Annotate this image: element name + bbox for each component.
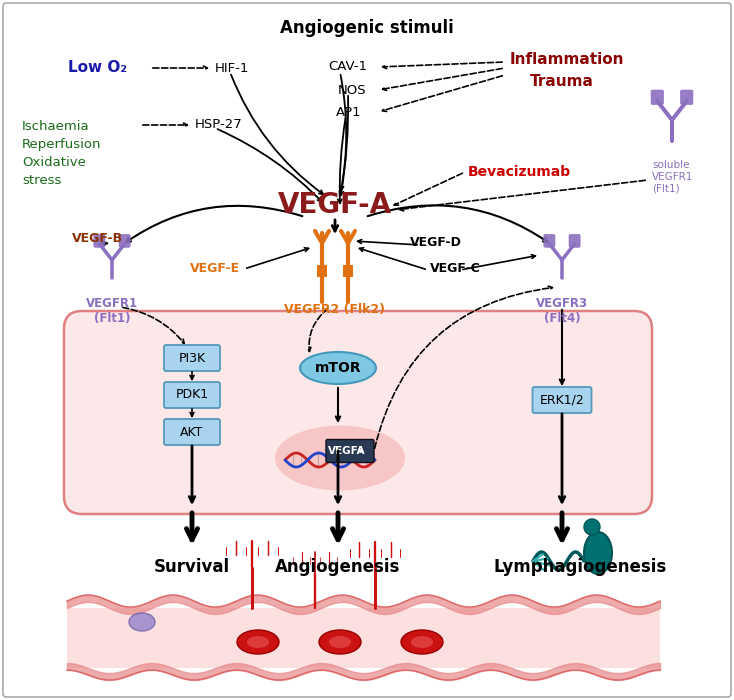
Ellipse shape [411,636,433,648]
Ellipse shape [237,630,279,654]
FancyBboxPatch shape [532,387,592,413]
Text: VEGFR3
(Flt4): VEGFR3 (Flt4) [536,297,588,325]
Text: Survival: Survival [154,558,230,576]
FancyBboxPatch shape [544,234,555,247]
Text: Angiogenesis: Angiogenesis [275,558,401,576]
Text: soluble
VEGFR1
(Flt1): soluble VEGFR1 (Flt1) [652,160,694,193]
Text: VEGF-A: VEGF-A [278,191,392,219]
Text: mTOR: mTOR [315,361,361,375]
FancyBboxPatch shape [326,440,374,463]
Text: Lymphagiogenesis: Lymphagiogenesis [493,558,666,576]
Text: NOS: NOS [338,83,366,97]
Text: PDK1: PDK1 [175,389,208,402]
Text: HSP-27: HSP-27 [195,118,243,132]
Text: VEGF-B: VEGF-B [71,232,123,244]
Text: VEGF-E: VEGF-E [190,262,240,274]
FancyBboxPatch shape [317,265,327,277]
FancyBboxPatch shape [164,345,220,371]
FancyBboxPatch shape [680,90,693,104]
FancyBboxPatch shape [94,234,105,247]
Text: Angiogenic stimuli: Angiogenic stimuli [280,19,454,37]
Text: VEGFA: VEGFA [328,446,366,456]
Text: Low O₂: Low O₂ [68,60,127,76]
FancyBboxPatch shape [164,382,220,408]
Text: VEGF-C: VEGF-C [430,262,481,274]
FancyBboxPatch shape [67,608,660,668]
Ellipse shape [329,636,351,648]
Ellipse shape [247,636,269,648]
Text: PI3K: PI3K [178,351,206,365]
Text: VEGFR2 (Flk2): VEGFR2 (Flk2) [285,303,385,316]
FancyBboxPatch shape [343,265,353,277]
FancyBboxPatch shape [569,234,580,247]
Ellipse shape [584,519,600,535]
FancyBboxPatch shape [64,311,652,514]
Text: Inflammation: Inflammation [510,52,625,67]
FancyBboxPatch shape [651,90,664,104]
Ellipse shape [129,613,155,631]
Text: AP1: AP1 [336,106,362,118]
Ellipse shape [584,532,612,574]
Ellipse shape [401,630,443,654]
FancyBboxPatch shape [164,419,220,445]
FancyBboxPatch shape [119,234,130,247]
Text: AKT: AKT [181,426,204,438]
Text: VEGF-D: VEGF-D [410,237,462,249]
Text: VEGFR1
(Flt1): VEGFR1 (Flt1) [86,297,138,325]
FancyBboxPatch shape [3,3,731,697]
Ellipse shape [319,630,361,654]
Text: ERK1/2: ERK1/2 [539,393,584,407]
Text: CAV-1: CAV-1 [328,60,367,74]
Text: Bevacizumab: Bevacizumab [468,165,571,179]
Text: HIF-1: HIF-1 [215,62,250,74]
Text: Trauma: Trauma [530,74,594,90]
Text: Ischaemia
Reperfusion
Oxidative
stress: Ischaemia Reperfusion Oxidative stress [22,120,101,187]
Ellipse shape [300,352,376,384]
Ellipse shape [275,426,405,491]
